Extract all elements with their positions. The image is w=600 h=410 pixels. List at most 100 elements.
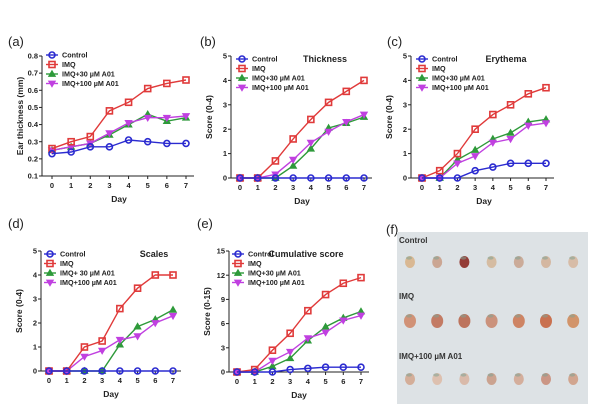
specimen-edge (514, 256, 521, 260)
specimen-edge (514, 314, 521, 318)
legend-marker (237, 84, 247, 92)
legend-label: Control (62, 51, 88, 60)
series-line (236, 276, 362, 373)
x-tick-label: 1 (438, 183, 442, 192)
specimen-edge (433, 314, 440, 318)
specimen-edge (406, 314, 412, 318)
panel-label: (c) (387, 34, 402, 49)
data-point (470, 145, 480, 153)
data-point (67, 137, 75, 146)
legend-label: IMQ+ 30 µM A01 (60, 269, 115, 278)
data-point (357, 363, 365, 371)
data-point (304, 306, 312, 315)
legend-marker (46, 250, 54, 258)
x-tick-label: 5 (508, 183, 512, 192)
legend-label: IMQ+100 µM A01 (248, 278, 305, 287)
data-point (342, 118, 351, 127)
x-tick-label: 4 (306, 377, 311, 386)
chart-panel-b: (b) 0 1 2 3 4 5 0 1 2 3 4 5 6 7 Day Score (0-4) Thickness… (200, 34, 372, 206)
data-point (80, 343, 89, 351)
data-point (271, 174, 280, 182)
specimen-edge (487, 314, 494, 318)
data-point (105, 107, 114, 115)
y-tick-label: 15 (217, 247, 225, 256)
x-tick-label: 4 (491, 183, 496, 192)
series-3 (235, 111, 369, 183)
legend-marker (45, 268, 55, 276)
y-tick-label: 9 (221, 295, 225, 304)
legend-marker (238, 55, 246, 63)
data-point (339, 363, 348, 371)
data-point (169, 271, 177, 279)
series-1 (48, 76, 190, 153)
y-axis-title: Score (0-4) (384, 95, 394, 139)
series-line (240, 116, 365, 179)
legend-label: IMQ (60, 259, 74, 268)
series-1 (236, 76, 368, 182)
specimen-edge (542, 256, 548, 260)
x-tick-label: 7 (171, 376, 175, 385)
legend-marker (47, 80, 57, 88)
data-point (307, 174, 315, 182)
y-tick-label: 4 (223, 76, 228, 85)
legend-label: IMQ+100 µM A01 (60, 278, 117, 287)
data-point (360, 174, 368, 182)
x-tick-label: 7 (184, 181, 188, 190)
series-0 (418, 159, 550, 182)
y-tick-label: 4 (403, 76, 408, 85)
data-point (115, 336, 125, 345)
y-tick-label: 0.2 (28, 154, 38, 163)
series-2 (235, 112, 369, 181)
legend-label: Control (248, 250, 274, 259)
data-point (471, 166, 479, 175)
data-point (321, 290, 330, 299)
x-tick-label: 7 (362, 183, 366, 192)
y-tick-label: 3 (33, 295, 37, 304)
x-tick-label: 0 (235, 377, 239, 386)
data-point (506, 136, 515, 144)
photo-row-label: IMQ (399, 292, 414, 301)
x-tick-label: 3 (288, 377, 292, 386)
y-tick-label: 0 (223, 174, 227, 183)
legend-marker (237, 73, 247, 81)
panel-label: (b) (200, 34, 216, 49)
legend-marker (238, 64, 246, 73)
data-point (143, 137, 152, 146)
y-tick-label: 2 (223, 125, 227, 134)
data-point (268, 368, 277, 376)
data-point (506, 159, 515, 168)
data-point (143, 114, 152, 123)
data-point (182, 76, 190, 84)
x-axis-title: Day (294, 196, 310, 206)
series-1 (233, 273, 365, 376)
y-tick-label: 2 (33, 319, 37, 328)
data-point (288, 156, 298, 164)
y-tick-label: 3 (221, 343, 225, 352)
photo-row-label: IMQ+100 µM A01 (399, 352, 463, 361)
x-tick-label: 6 (165, 181, 169, 190)
series-2 (44, 305, 178, 374)
legend-label: Control (60, 250, 86, 259)
series-1 (45, 271, 177, 375)
specimen-edge (460, 373, 467, 377)
y-tick-label: 0.8 (28, 52, 38, 61)
data-point (151, 320, 160, 328)
y-axis-title: Ear thickness (mm) (15, 77, 25, 156)
data-point (151, 271, 160, 279)
legend-label: IMQ (248, 259, 262, 268)
data-point (151, 367, 160, 375)
data-point (435, 166, 444, 175)
chart-title: Scales (140, 249, 169, 259)
specimen-edge (487, 256, 494, 260)
chart-panel-d: (d) 0 1 2 3 4 5 0 1 2 3 4 5 6 7 Day Score (0-4) Scales Con… (8, 216, 181, 399)
data-point (289, 174, 297, 182)
x-tick-label: 0 (238, 183, 242, 192)
ear-specimen (431, 314, 444, 328)
legend-label: IMQ (62, 60, 76, 69)
data-point (124, 119, 133, 128)
